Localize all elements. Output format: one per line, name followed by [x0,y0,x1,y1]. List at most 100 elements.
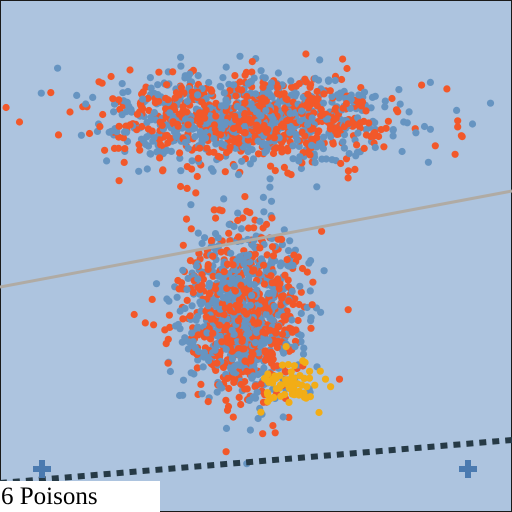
blue-point [191,344,199,352]
orange-point [326,87,334,95]
blue-point [176,154,184,162]
blue-point [298,107,306,115]
orange-point [220,268,228,276]
orange-point [313,133,321,142]
orange-point [225,384,233,393]
orange-point [370,132,378,140]
blue-point [317,140,325,148]
blue-point [234,171,243,179]
poison-point [315,408,323,417]
poison-point [272,385,280,393]
blue-point [246,280,254,288]
blue-point [340,144,348,152]
poison-point [305,374,314,382]
orange-point [274,83,282,91]
blue-point [289,142,297,150]
blue-point [200,353,208,361]
blue-point [352,152,360,160]
orange-point [221,168,229,176]
orange-point [231,72,239,80]
blue-point [249,105,257,113]
orange-point [188,88,196,96]
orange-point [222,448,230,456]
orange-point [229,413,237,421]
orange-point [205,290,213,298]
orange-point [248,58,256,66]
orange-point [179,107,187,115]
blue-point [389,132,397,140]
blue-point [311,74,319,82]
poison-point [316,367,324,375]
blue-point [217,139,225,147]
orange-point [360,144,368,152]
orange-point [219,363,228,371]
blue-point [211,346,219,354]
orange-point [175,91,183,99]
blue-point [304,120,312,129]
orange-point [394,108,402,116]
orange-point [232,116,240,124]
blue-point [89,93,97,101]
orange-point [377,126,385,134]
orange-point [285,413,293,421]
orange-point [133,110,141,118]
orange-point [278,330,287,338]
poison-point [306,393,314,401]
blue-point [280,349,288,357]
orange-point [388,94,396,103]
blue-point [194,229,202,237]
blue-point [277,259,285,267]
orange-point [203,144,211,152]
orange-point [250,224,258,232]
orange-point [242,310,251,318]
blue-point [424,158,432,166]
blue-point [251,339,259,347]
orange-point [254,127,262,135]
blue-point [173,293,181,301]
orange-point [454,123,462,131]
orange-point [212,99,220,107]
blue-point [210,135,218,143]
blue-point [266,175,274,183]
orange-point [194,154,202,162]
blue-point [371,92,379,100]
orange-point [182,215,191,223]
blue-point [150,134,158,142]
orange-point [138,122,146,131]
orange-point [193,364,201,372]
orange-point [120,158,128,166]
orange-point [284,147,292,155]
blue-point [233,102,241,110]
orange-point [238,337,246,346]
orange-point [161,326,169,334]
orange-point [194,115,202,123]
blue-point [118,111,126,119]
poison-point [321,375,330,383]
blue-point [205,282,213,290]
orange-point [344,167,352,175]
orange-point [243,385,251,393]
orange-point [281,271,289,279]
blue-point [266,83,274,91]
blue-point [293,136,301,145]
blue-point [154,81,162,89]
orange-point [224,402,233,411]
orange-point [228,347,236,355]
blue-point [296,282,304,290]
orange-point [164,139,172,147]
orange-point [176,149,184,157]
orange-point [199,110,207,118]
orange-point [241,193,249,201]
blue-point [355,91,363,99]
orange-point [280,163,288,171]
blue-point [308,141,316,149]
poison-point [287,368,295,376]
blue-point [318,155,326,163]
orange-point [163,81,171,89]
blue-point [292,130,300,138]
orange-point [234,317,243,325]
blue-point [311,159,319,167]
blue-point [286,129,294,137]
orange-point [282,368,290,376]
